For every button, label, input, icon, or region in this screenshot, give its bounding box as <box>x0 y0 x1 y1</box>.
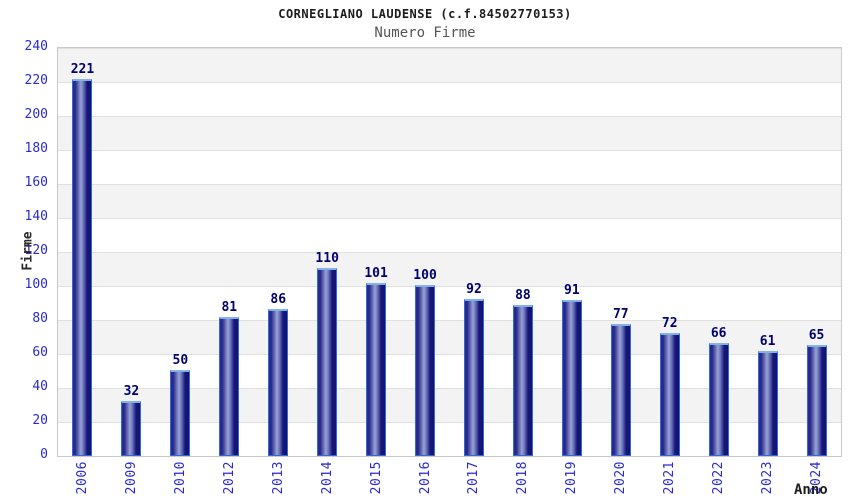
bar-slot: 110 <box>303 48 352 456</box>
bar <box>415 285 436 456</box>
x-tick-label: 2015 <box>368 461 384 495</box>
y-tick-label: 200 <box>24 107 48 122</box>
y-tick-label: 180 <box>24 141 48 156</box>
bar-value-label: 91 <box>564 283 580 298</box>
bar-slot: 88 <box>498 48 547 456</box>
x-tick-slot: 2009 <box>107 461 156 499</box>
bar-slot: 66 <box>694 48 743 456</box>
x-tick-label: 2017 <box>466 461 482 495</box>
x-tick-slot: 2021 <box>645 461 694 499</box>
bar-slot: 221 <box>58 48 107 456</box>
bar <box>268 309 289 456</box>
y-tick-label: 240 <box>24 39 48 54</box>
bar <box>170 370 191 456</box>
bar <box>219 317 240 456</box>
x-tick-slot: 2014 <box>303 461 352 499</box>
bar-value-label: 81 <box>221 300 238 315</box>
bar-value-label: 32 <box>123 384 140 399</box>
bar-value-label: 92 <box>466 282 482 297</box>
y-tick-label: 100 <box>24 277 48 292</box>
bar-value-label: 110 <box>315 251 339 266</box>
x-tick-slot: 2006 <box>58 461 107 499</box>
bar <box>72 79 93 456</box>
y-tick-label: 160 <box>24 175 48 190</box>
bar <box>806 345 827 456</box>
x-tick-label: 2019 <box>564 461 580 495</box>
y-tick-label: 80 <box>32 311 48 326</box>
x-tick-slot: 2022 <box>694 461 743 499</box>
bar <box>610 324 631 456</box>
bar-slot: 100 <box>401 48 450 456</box>
bar-slot: 32 <box>107 48 156 456</box>
x-tick-label: 2016 <box>417 461 433 495</box>
x-tick-slot: 2016 <box>401 461 450 499</box>
bar-value-label: 50 <box>172 353 189 368</box>
y-tick-label: 140 <box>24 209 48 224</box>
bar-value-label: 101 <box>364 266 388 281</box>
x-tick-label: 2023 <box>760 461 776 495</box>
x-tick-slot: 2017 <box>450 461 499 499</box>
y-axis-title: Firme <box>20 231 36 271</box>
bars-container: 221 32 50 81 86 110 101 100 92 88 91 77 72 66 61 65 <box>58 48 841 456</box>
x-tick-label: 2021 <box>662 461 678 495</box>
x-axis-title: Anno <box>794 482 828 498</box>
bar-slot: 101 <box>352 48 401 456</box>
bar-value-label: 221 <box>70 62 95 77</box>
x-axis-tick-labels: 2006 2009 2010 2012 2013 2014 2015 2016 2017 2018… <box>58 461 841 499</box>
chart-subtitle: Numero Firme <box>374 25 476 41</box>
bar-slot: 81 <box>205 48 254 456</box>
bar-slot: 50 <box>156 48 205 456</box>
bar-slot: 77 <box>596 48 645 456</box>
y-tick-label: 40 <box>32 379 48 394</box>
bar-value-label: 77 <box>612 307 629 322</box>
x-tick-label: 2022 <box>711 461 727 495</box>
y-tick-label: 120 <box>24 243 48 258</box>
bar <box>757 351 778 456</box>
x-tick-label: 2018 <box>515 461 531 495</box>
x-tick-label: 2013 <box>270 461 286 495</box>
bar-value-label: 66 <box>710 326 727 341</box>
bar-value-label: 72 <box>661 316 678 331</box>
bar-slot: 92 <box>450 48 499 456</box>
x-tick-label: 2010 <box>172 461 188 495</box>
y-tick-label: 220 <box>24 73 48 88</box>
bar <box>561 300 582 456</box>
chart-title: CORNEGLIANO LAUDENSE (c.f.84502770153) <box>278 7 572 21</box>
x-tick-slot: 2023 <box>743 461 792 499</box>
y-tick-label: 20 <box>32 413 48 428</box>
x-tick-slot: 2020 <box>596 461 645 499</box>
bar-value-label: 65 <box>808 328 825 343</box>
bar-value-label: 88 <box>515 288 531 303</box>
x-tick-slot: 2012 <box>205 461 254 499</box>
x-tick-slot: 2010 <box>156 461 205 499</box>
bar <box>366 283 387 456</box>
x-tick-label: 2020 <box>613 461 629 495</box>
bar <box>121 401 142 456</box>
x-tick-slot: 2019 <box>547 461 596 499</box>
x-tick-label: 2006 <box>74 461 90 495</box>
bar <box>512 305 533 456</box>
plot-area: 221 32 50 81 86 110 101 100 92 88 91 77 72 66 61 65 <box>57 47 842 457</box>
bar-value-label: 61 <box>759 334 776 349</box>
bar <box>659 333 680 456</box>
y-tick-label: 60 <box>32 345 48 360</box>
bar-value-label: 100 <box>413 268 437 283</box>
bar <box>708 343 729 456</box>
bar-slot: 65 <box>792 48 841 456</box>
bar-slot: 86 <box>254 48 303 456</box>
x-tick-slot: 2015 <box>352 461 401 499</box>
bar-slot: 61 <box>743 48 792 456</box>
bar-slot: 72 <box>645 48 694 456</box>
x-tick-slot: 2018 <box>498 461 547 499</box>
bar-value-label: 86 <box>270 292 287 307</box>
bar-slot: 91 <box>547 48 596 456</box>
x-tick-slot: 2013 <box>254 461 303 499</box>
x-tick-label: 2012 <box>221 461 237 495</box>
bar <box>463 299 484 456</box>
x-tick-label: 2014 <box>319 461 335 495</box>
x-tick-label: 2009 <box>123 461 139 495</box>
y-tick-label: 0 <box>40 447 48 462</box>
bar <box>317 268 338 456</box>
